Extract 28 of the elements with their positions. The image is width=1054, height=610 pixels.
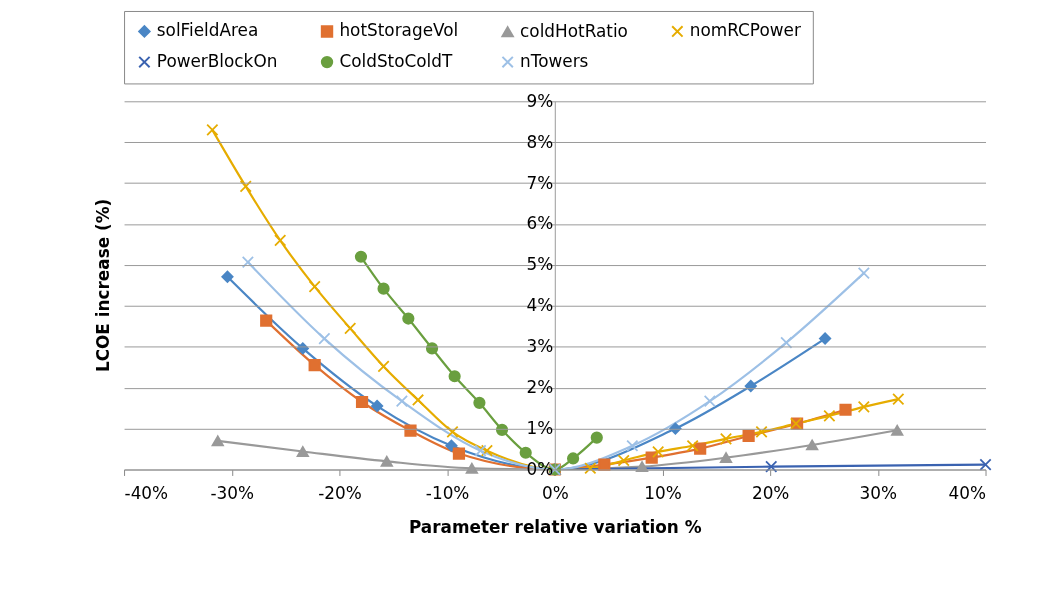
legend-label: ColdStoColdT [339, 51, 453, 72]
y-tick-label: 8% [526, 131, 554, 152]
x-tick-label: 40% [948, 482, 987, 503]
legend-label: nomRCPower [689, 20, 801, 41]
legend-label: PowerBlockOn [156, 51, 278, 72]
y-tick-label: 5% [526, 254, 554, 275]
y-tick-label: 0% [526, 458, 554, 479]
x-tick-label: -30% [210, 482, 255, 503]
x-tick-label: 10% [644, 482, 682, 503]
legend-label: hotStorageVol [339, 20, 459, 41]
x-axis-title: Parameter relative variation % [408, 516, 702, 537]
y-tick-label: 6% [526, 213, 554, 234]
y-axis-title: LCOE increase (%) [93, 198, 114, 373]
y-tick-label: 4% [526, 295, 554, 316]
legend-label: coldHotRatio [520, 20, 628, 41]
y-tick-label: 3% [526, 336, 554, 357]
y-tick-label: 1% [526, 418, 554, 439]
x-tick-label: -10% [425, 482, 470, 503]
y-tick-label: 9% [526, 90, 554, 111]
x-tick-label: 20% [751, 482, 790, 503]
x-tick-label: 30% [859, 482, 898, 503]
x-tick-label: 0% [541, 482, 569, 503]
y-tick-label: 2% [526, 377, 554, 398]
legend-label: solFieldArea [156, 20, 259, 41]
legend-label: nTowers [520, 51, 589, 72]
y-tick-label: 7% [526, 172, 554, 193]
x-tick-label: -40% [124, 482, 169, 503]
x-tick-label: -20% [318, 482, 362, 503]
